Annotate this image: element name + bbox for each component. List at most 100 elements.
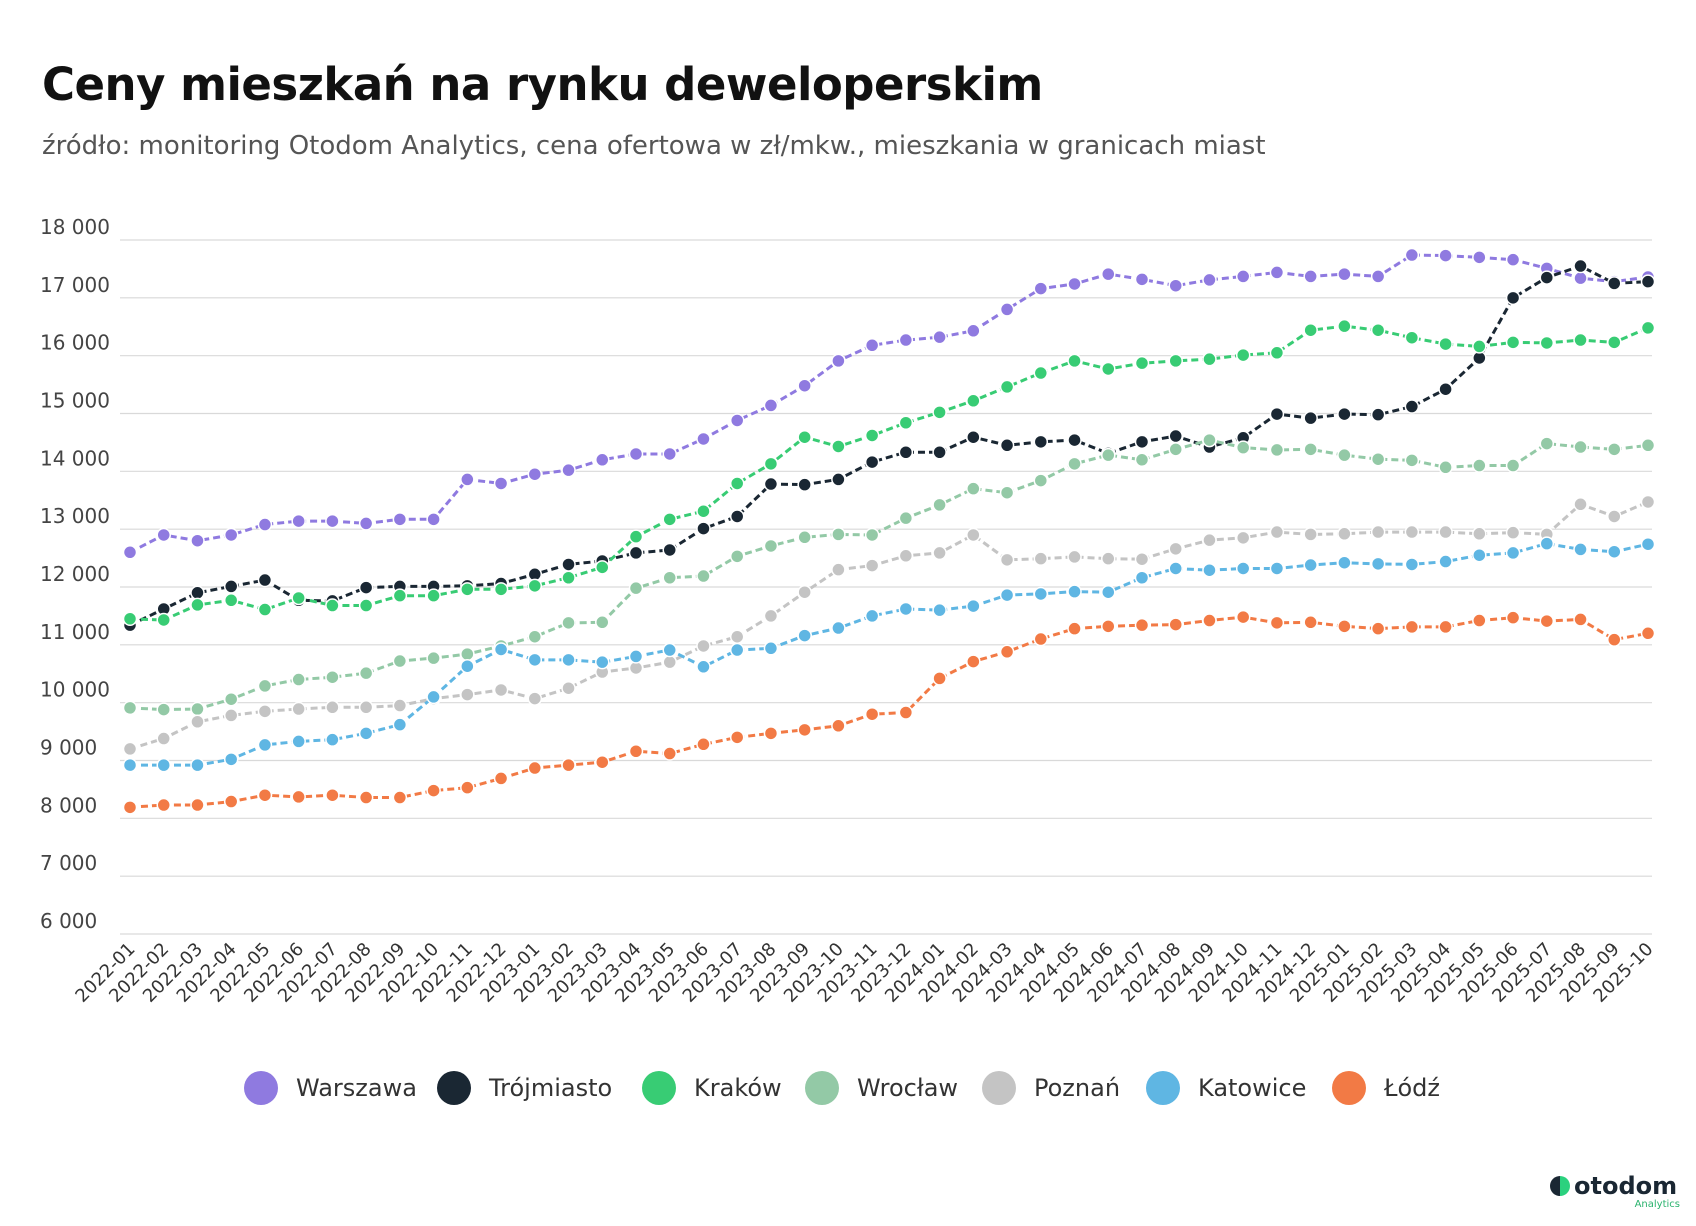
x-axis: 2022-012022-022022-032022-042022-052022-…: [71, 939, 1657, 1007]
data-point: [358, 790, 374, 805]
data-point: [662, 642, 677, 658]
data-point: [1168, 428, 1183, 444]
series-layer: [122, 247, 1656, 815]
data-point: [1303, 410, 1318, 426]
data-point: [426, 689, 441, 705]
data-point: [156, 731, 171, 746]
data-point: [156, 797, 171, 813]
data-point: [1303, 269, 1318, 284]
series-Poznań: [122, 494, 1656, 757]
data-point: [966, 323, 981, 339]
data-point: [696, 521, 711, 536]
data-point: [932, 329, 947, 345]
y-tick-label: 13 000: [40, 504, 110, 528]
data-point: [1438, 248, 1453, 263]
data-point: [966, 393, 981, 409]
y-tick-label: 15 000: [40, 389, 110, 413]
data-point: [864, 527, 880, 543]
data-point: [460, 780, 475, 795]
data-point: [864, 338, 880, 353]
data-point: [1337, 526, 1352, 542]
legend-swatch: [437, 1071, 471, 1105]
data-point: [898, 444, 914, 460]
data-point: [1269, 345, 1285, 361]
data-point: [1607, 442, 1622, 457]
data-point: [662, 542, 677, 558]
legend-label: Poznań: [1034, 1074, 1121, 1102]
data-point: [1505, 610, 1521, 625]
data-point: [898, 705, 914, 720]
series-Wrocław: [122, 432, 1656, 717]
data-point: [1168, 617, 1183, 632]
data-point: [1067, 276, 1082, 292]
data-point: [358, 580, 374, 595]
legend-label: Wrocław: [857, 1074, 959, 1102]
data-point: [1539, 536, 1555, 551]
data-point: [1067, 456, 1082, 472]
data-point: [122, 611, 138, 627]
data-point: [561, 615, 576, 631]
data-point: [999, 587, 1015, 603]
data-point: [190, 597, 205, 613]
data-point: [257, 602, 273, 617]
data-point: [1033, 586, 1049, 602]
data-point: [662, 654, 677, 670]
data-point: [1235, 530, 1251, 546]
page-title: Ceny mieszkań na rynku deweloperskim: [42, 58, 1043, 111]
data-point: [999, 302, 1015, 317]
data-point: [1337, 619, 1352, 634]
data-point: [1607, 544, 1622, 559]
data-point: [358, 516, 374, 531]
data-point: [426, 512, 441, 527]
data-point: [1472, 547, 1487, 563]
data-point: [729, 413, 745, 428]
data-point: [460, 687, 475, 702]
data-point: [561, 462, 576, 478]
data-point: [156, 612, 171, 628]
data-point: [392, 698, 408, 713]
data-point: [1101, 447, 1116, 463]
data-point: [1640, 626, 1656, 641]
data-point: [223, 593, 239, 608]
data-point: [1438, 381, 1453, 397]
data-point: [1539, 436, 1555, 451]
data-point: [426, 588, 441, 603]
data-point: [696, 503, 711, 519]
data-point: [1134, 551, 1150, 567]
data-point: [223, 527, 239, 543]
data-point: [999, 438, 1015, 453]
data-point: [291, 789, 306, 805]
data-point: [1472, 526, 1487, 542]
data-point: [797, 628, 812, 643]
data-point: [1269, 561, 1285, 576]
legend-item: Łódź: [1332, 1068, 1440, 1108]
data-point: [190, 797, 205, 813]
data-point: [1202, 562, 1217, 578]
series-line: [129, 264, 1649, 627]
data-point: [595, 754, 610, 770]
data-point: [190, 585, 205, 601]
data-point: [325, 598, 340, 613]
y-tick-label: 16 000: [40, 331, 110, 355]
data-point: [864, 558, 880, 573]
data-point: [460, 646, 475, 662]
data-point: [1134, 434, 1150, 450]
data-point: [763, 641, 779, 656]
data-point: [1438, 336, 1453, 352]
data-point: [696, 568, 711, 584]
data-point: [392, 653, 408, 669]
chart-subtitle: źródło: monitoring Otodom Analytics, cen…: [42, 131, 1266, 161]
data-point: [696, 659, 711, 675]
data-point: [1303, 557, 1318, 573]
data-point: [831, 472, 846, 487]
legend-item: Katowice: [1146, 1068, 1306, 1108]
data-point: [1033, 281, 1049, 296]
data-point: [1472, 458, 1487, 473]
data-point: [527, 760, 543, 776]
legend-swatch: [805, 1071, 839, 1105]
data-point: [763, 456, 779, 472]
data-point: [831, 718, 846, 734]
data-point: [325, 513, 340, 529]
data-point: [595, 452, 610, 468]
